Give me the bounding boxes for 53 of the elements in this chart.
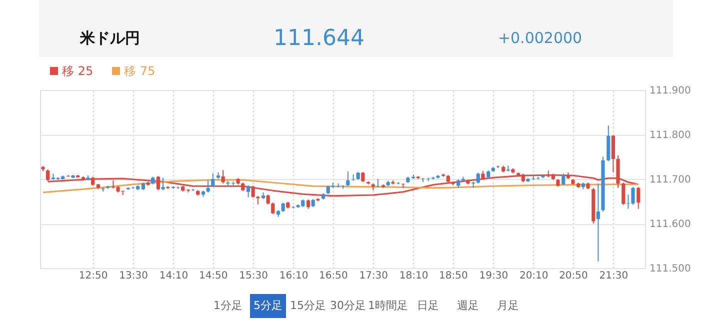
x-tick-label: 15:30 xyxy=(239,270,268,282)
candlestick xyxy=(636,186,640,210)
candlestick xyxy=(352,174,356,182)
x-tick-label: 18:50 xyxy=(439,270,468,282)
text: 1分足 xyxy=(214,299,242,312)
candlestick xyxy=(161,177,165,191)
y-tick-label: 111.900 xyxy=(650,86,691,96)
text: 日足 xyxy=(417,299,439,312)
text: 1時間足 xyxy=(368,299,408,312)
y-tick-label: 111.700 xyxy=(650,174,691,186)
candlestick xyxy=(346,170,350,187)
x-tick-label: 17:30 xyxy=(359,270,388,282)
x-tick-label: 18:10 xyxy=(399,270,428,282)
text: 15分足 xyxy=(290,299,326,312)
x-tick-label: 14:10 xyxy=(159,270,188,282)
candlestick xyxy=(246,184,250,198)
y-tick-label: 111.600 xyxy=(650,219,691,230)
text: 月足 xyxy=(497,299,519,312)
candlestick xyxy=(631,186,635,206)
candlestick xyxy=(266,194,270,205)
x-tick-label: 19:30 xyxy=(479,270,508,282)
x-tick-label: 16:50 xyxy=(318,270,348,282)
candlestick xyxy=(476,172,480,184)
candlestick xyxy=(361,171,365,183)
x-tick-label: 20:50 xyxy=(559,270,588,282)
candlestick xyxy=(611,134,615,173)
candlestick xyxy=(281,202,285,212)
candlestick xyxy=(306,198,310,210)
x-tick-label: 14:50 xyxy=(198,270,228,282)
x-tick-label: 12:50 xyxy=(78,270,108,282)
text: 週足 xyxy=(457,299,479,312)
candlestick xyxy=(562,173,566,186)
candlestick xyxy=(211,172,215,188)
y-tick-label: 111.800 xyxy=(650,130,691,141)
candlestick xyxy=(596,182,600,262)
chart-title: 米ドル円 xyxy=(79,29,140,47)
text: 30分足 xyxy=(330,299,366,312)
candlestick xyxy=(626,194,630,210)
candlestick xyxy=(221,170,225,184)
x-tick-label: 20:10 xyxy=(519,270,548,282)
candlestick xyxy=(271,202,275,215)
y-tick-label: 111.500 xyxy=(650,264,691,274)
x-tick-label: 13:30 xyxy=(119,270,148,282)
x-tick-label: 16:10 xyxy=(279,270,308,282)
text: +0.002000 xyxy=(498,29,582,47)
text: 111.644 xyxy=(274,26,364,51)
x-tick-label: 21:30 xyxy=(599,270,628,282)
candlestick xyxy=(206,180,210,193)
legend-label: 移 25 xyxy=(62,64,94,78)
candlestick xyxy=(376,178,380,188)
text: 5分足 xyxy=(254,299,282,312)
line-series xyxy=(42,179,640,194)
legend-label: 移 75 xyxy=(124,64,156,78)
